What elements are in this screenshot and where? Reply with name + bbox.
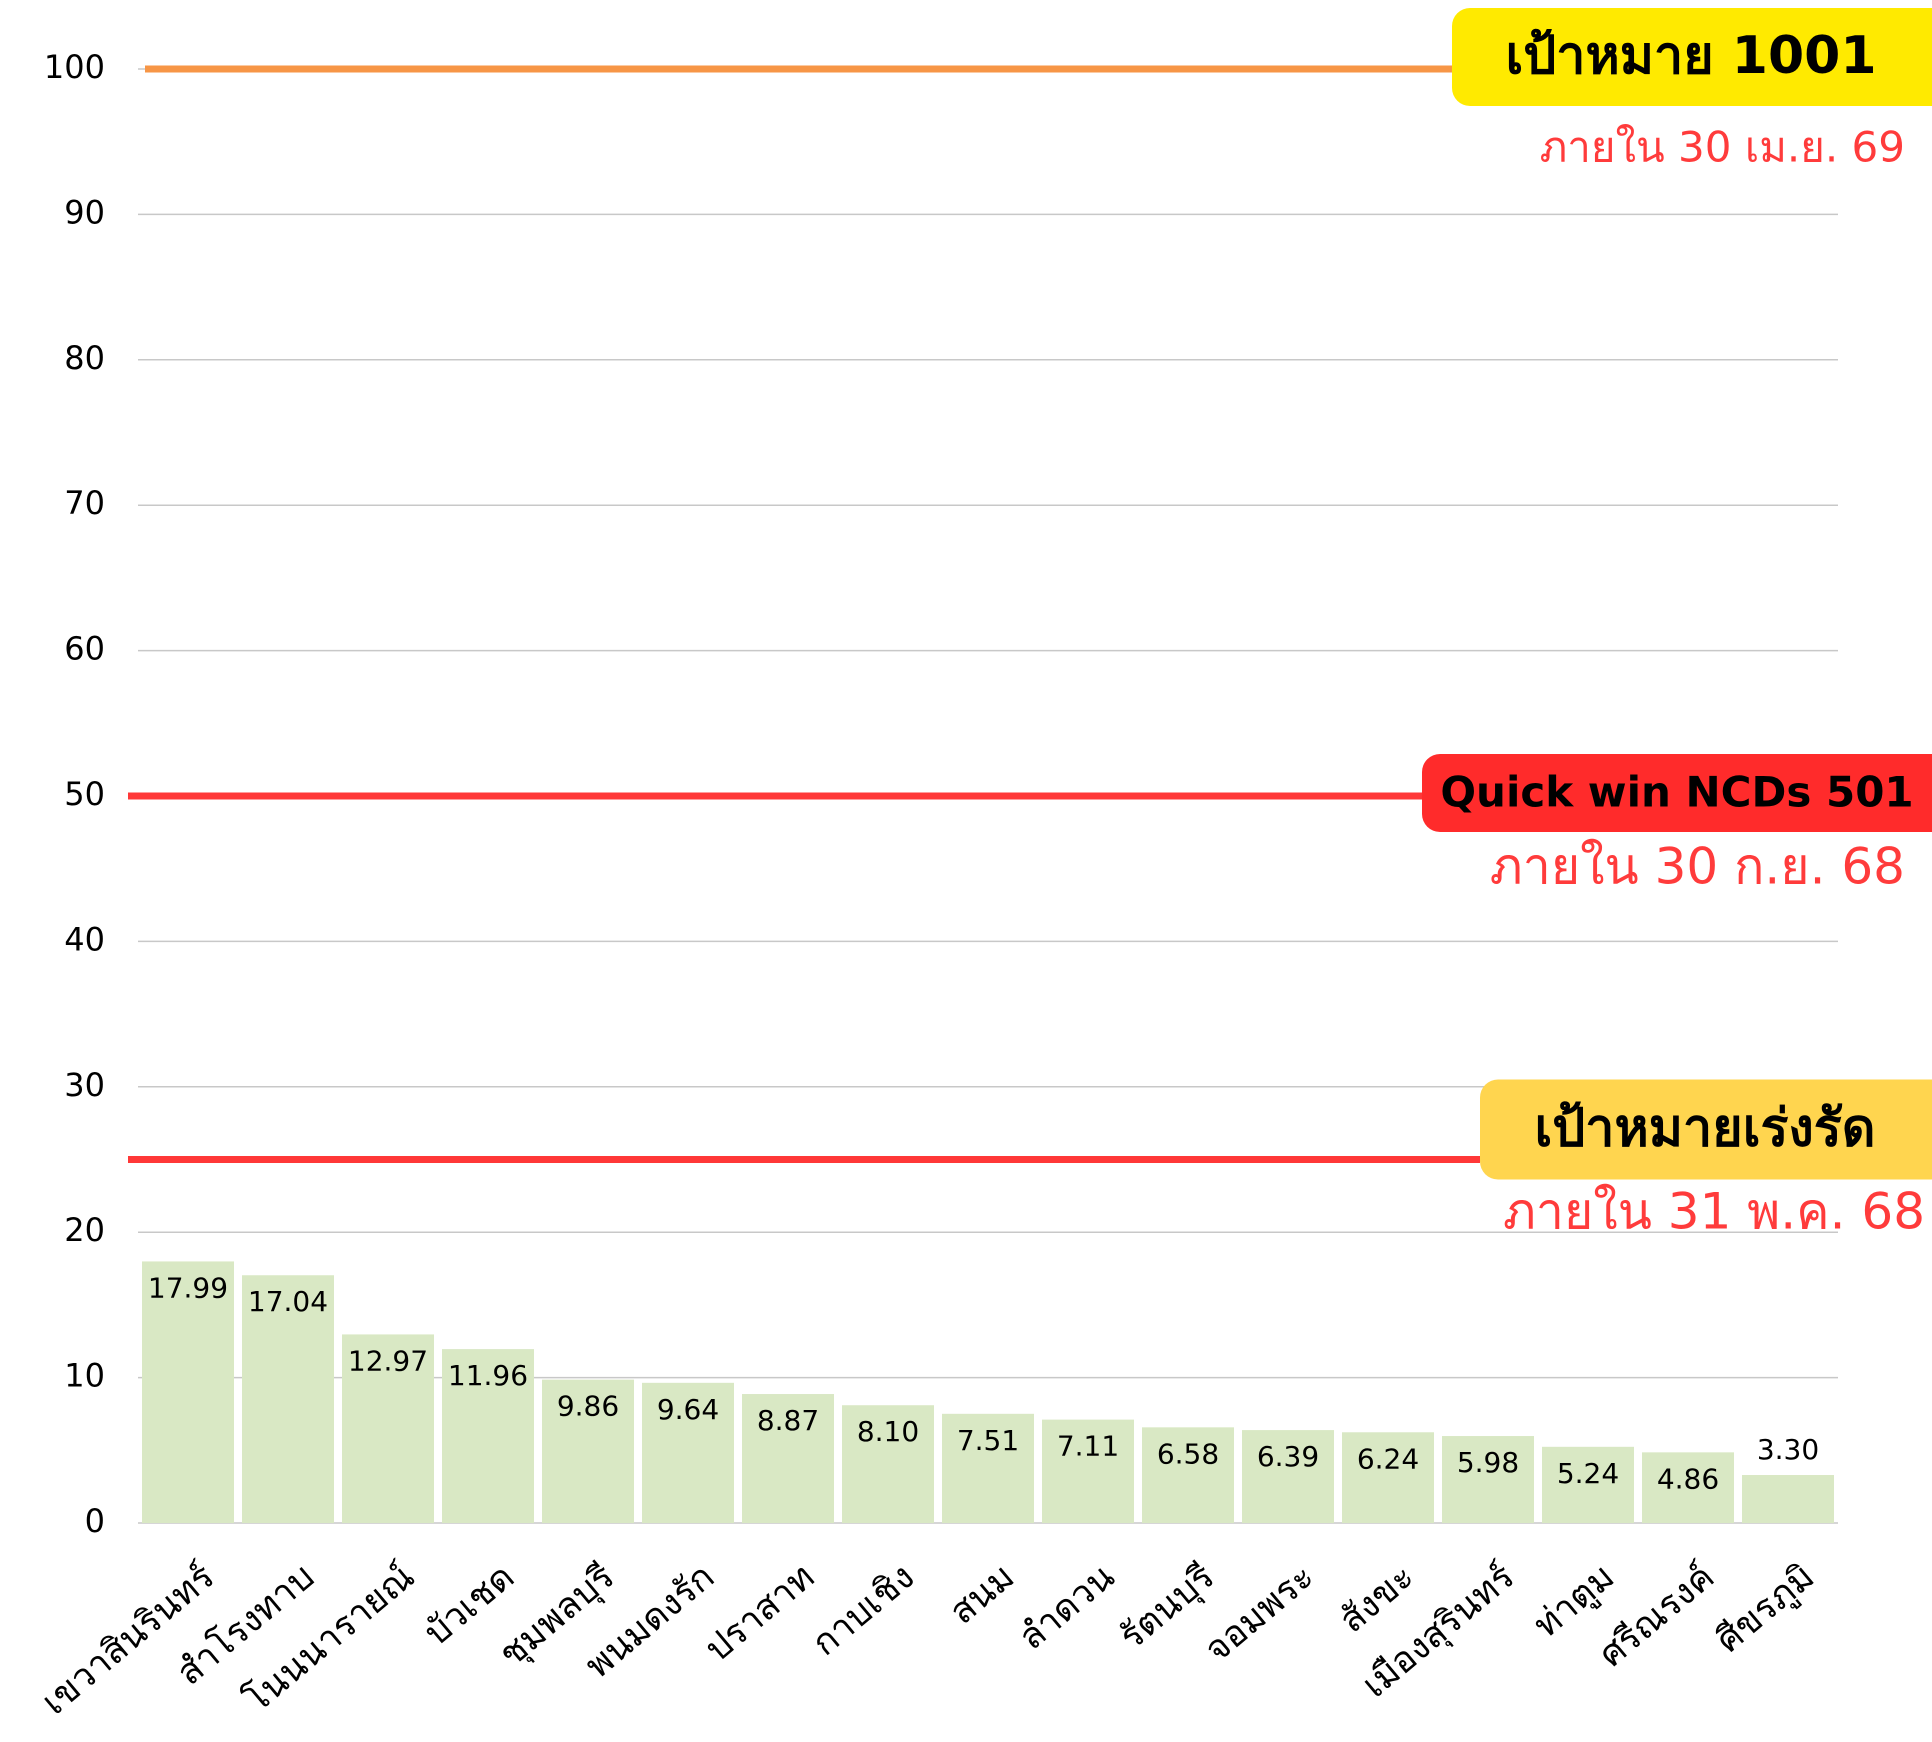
reference-note: ภายใน 31 พ.ค. 68 <box>1503 1183 1925 1241</box>
x-tick-label: ศีขรภูมิ <box>1708 1556 1823 1662</box>
bar <box>842 1405 934 1523</box>
value-label: 9.64 <box>657 1393 719 1426</box>
reference-note: ภายใน 30 เม.ย. 69 <box>1540 123 1905 172</box>
bar <box>1542 1446 1634 1523</box>
x-tick-label: จอมพระ <box>1197 1556 1322 1670</box>
x-tick-label: ลำดวน <box>1011 1556 1122 1658</box>
bar <box>1742 1475 1834 1523</box>
bar <box>942 1413 1034 1523</box>
bar <box>1342 1432 1434 1523</box>
bar <box>642 1382 734 1523</box>
y-tick-label: 80 <box>64 339 105 377</box>
value-label: 8.10 <box>857 1415 919 1448</box>
value-label: 12.97 <box>348 1344 428 1377</box>
y-tick-label: 60 <box>64 630 105 668</box>
y-tick-label: 70 <box>64 484 105 522</box>
x-tick-label: ปราสาท <box>698 1556 823 1670</box>
value-label: 5.24 <box>1557 1457 1619 1490</box>
value-label: 11.96 <box>448 1359 528 1392</box>
value-label: 6.58 <box>1157 1437 1219 1470</box>
y-tick-label: 100 <box>44 48 105 86</box>
x-tick-label: โนนนารายณ์ <box>236 1555 422 1721</box>
value-label: 9.86 <box>557 1390 619 1423</box>
bar <box>542 1379 634 1523</box>
y-tick-label: 20 <box>64 1211 105 1249</box>
value-label: 7.51 <box>957 1424 1019 1457</box>
reference-label: เป้าหมายเร่งรัด <box>1535 1099 1876 1159</box>
reference-note: ภายใน 30 ก.ย. 68 <box>1490 838 1905 896</box>
bar <box>1142 1427 1234 1523</box>
reference-label-box <box>1480 1079 1932 1180</box>
value-label: 17.99 <box>148 1271 228 1304</box>
value-label: 4.86 <box>1657 1462 1719 1495</box>
value-label: 6.24 <box>1357 1442 1419 1475</box>
value-label: 3.30 <box>1757 1433 1819 1466</box>
reference-label-box <box>1422 754 1932 832</box>
x-tick-label: เขวาสินรินทร์ <box>34 1556 222 1723</box>
x-tick-label: ศรีณรงค์ <box>1591 1556 1722 1675</box>
value-label: 17.04 <box>248 1285 328 1318</box>
x-tick-label: สนม <box>942 1556 1022 1633</box>
reference-label: เป้าหมาย 1001 <box>1505 26 1876 86</box>
bar <box>442 1349 534 1523</box>
y-tick-label: 50 <box>64 775 105 813</box>
bar <box>142 1261 234 1523</box>
bar <box>742 1394 834 1523</box>
bar <box>1242 1430 1334 1523</box>
bar <box>1042 1419 1134 1523</box>
reference-label-box <box>1452 8 1932 106</box>
y-tick-label: 90 <box>64 193 105 231</box>
y-tick-label: 40 <box>64 920 105 958</box>
y-tick-label: 30 <box>64 1066 105 1104</box>
bar <box>342 1334 434 1523</box>
bar <box>1442 1436 1534 1523</box>
reference-label: Quick win NCDs 501 <box>1440 768 1913 817</box>
value-label: 5.98 <box>1457 1446 1519 1479</box>
y-tick-label: 0 <box>85 1502 105 1540</box>
value-label: 7.11 <box>1057 1430 1119 1463</box>
bar <box>1642 1452 1734 1523</box>
value-label: 6.39 <box>1257 1440 1319 1473</box>
y-tick-label: 10 <box>64 1357 105 1395</box>
value-label: 8.87 <box>757 1404 819 1437</box>
bar <box>242 1275 334 1523</box>
x-tick-label: กาบเชิง <box>805 1556 923 1664</box>
